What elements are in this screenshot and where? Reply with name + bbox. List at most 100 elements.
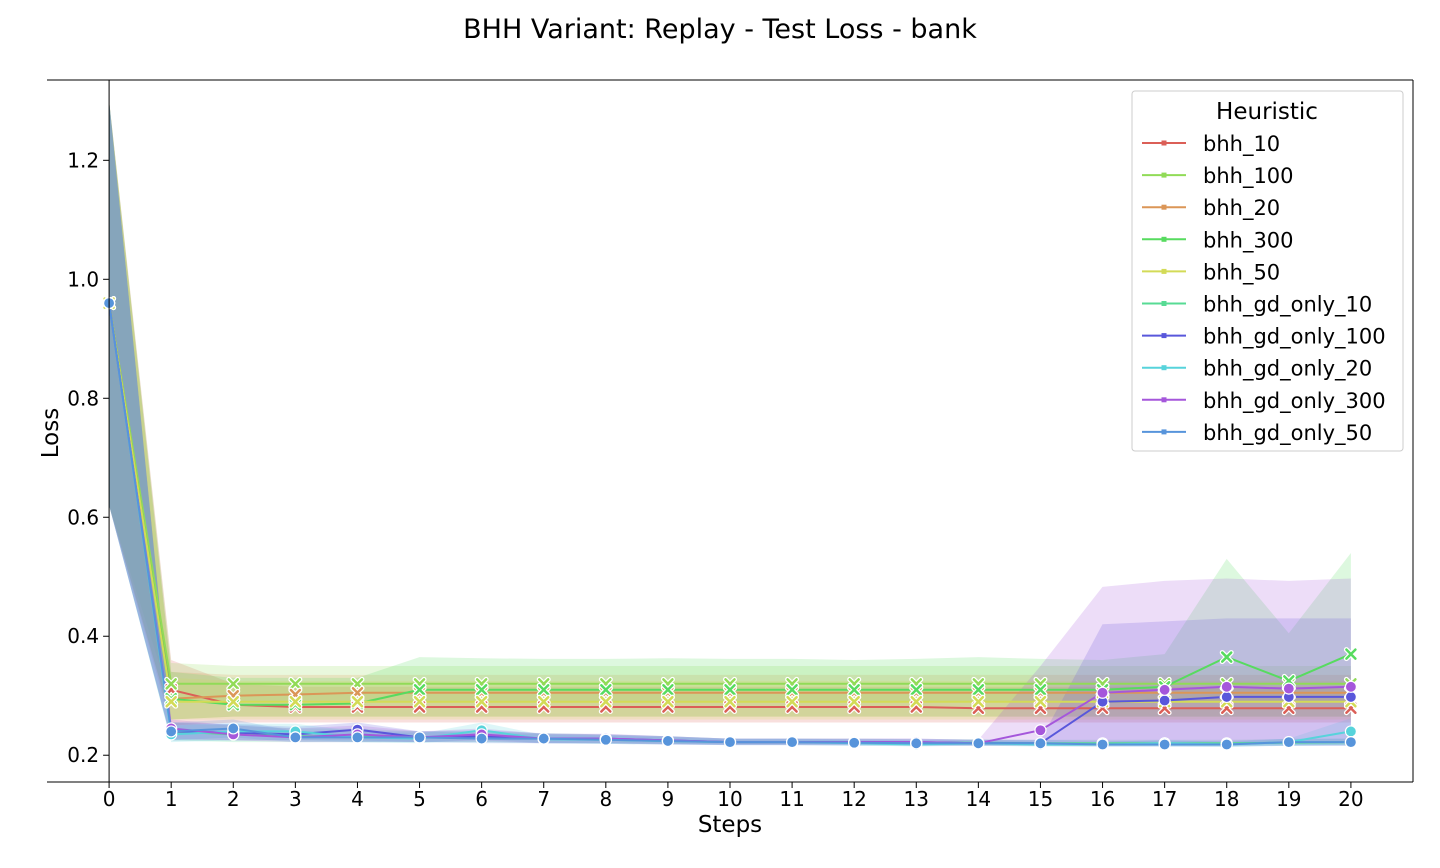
legend-title: Heuristic [1216,99,1318,125]
legend-label: bhh_300 [1203,228,1294,253]
legend-label: bhh_gd_only_20 [1203,357,1372,382]
marker-bhh_300 [910,684,923,696]
marker-bhh_50 [600,695,612,708]
legend-marker-bhh_300 [1161,236,1167,242]
marker-bhh_gd_only_50 [1158,738,1171,751]
x-tick-label: 5 [413,787,426,811]
marker-bhh_gd_only_50 [1282,736,1295,749]
marker-bhh_50 [165,695,177,708]
y-tick-label: 0.2 [67,743,99,767]
x-tick-label: 18 [1214,787,1239,811]
marker-bhh_300 [1034,684,1047,696]
x-tick-label: 9 [662,787,675,811]
marker-bhh_gd_only_50 [1096,738,1109,751]
marker-bhh_gd_only_300 [1034,724,1047,737]
legend-marker-bhh_100 [1161,172,1167,178]
y-tick-label: 0.8 [67,386,99,410]
marker-bhh_gd_only_100 [1344,690,1358,704]
x-tick-label: 8 [599,787,612,811]
marker-bhh_50 [662,695,674,708]
marker-bhh_gd_only_50 [227,722,240,735]
marker-bhh_gd_only_50 [723,736,737,749]
marker-bhh_300 [724,684,736,696]
x-tick-label: 17 [1152,787,1177,811]
legend-label: bhh_100 [1203,164,1294,189]
marker-bhh_gd_only_20 [1344,725,1358,738]
marker-bhh_gd_only_50 [1034,737,1047,750]
marker-bhh_50 [351,695,364,708]
marker-bhh_50 [1034,695,1047,708]
marker-bhh_50 [724,695,736,708]
marker-bhh_300 [475,684,488,696]
x-tick-label: 11 [779,787,804,811]
marker-bhh_gd_only_300 [1096,686,1109,699]
legend-label: bhh_gd_only_300 [1203,389,1386,414]
marker-bhh_300 [1345,648,1357,660]
legend-label: bhh_gd_only_100 [1203,325,1386,350]
legend-marker-bhh_10 [1161,140,1167,146]
marker-bhh_gd_only_50 [289,731,302,744]
marker-bhh_50 [289,695,302,708]
x-tick-label: 16 [1090,787,1115,811]
legend-label: bhh_20 [1203,196,1280,221]
legend-marker-bhh_gd_only_50 [1161,429,1167,435]
legend-label: bhh_gd_only_10 [1203,293,1372,318]
x-tick-label: 6 [475,787,488,811]
marker-bhh_300 [600,684,612,696]
x-tick-label: 7 [537,787,550,811]
series-markers [102,296,1358,751]
legend-marker-bhh_gd_only_100 [1161,333,1167,339]
y-tick-label: 0.6 [67,505,99,529]
marker-bhh_300 [413,684,426,696]
x-tick-label: 12 [841,787,866,811]
marker-bhh_100 [289,678,302,690]
x-tick-label: 15 [1028,787,1053,811]
marker-bhh_gd_only_100 [1220,690,1233,704]
marker-bhh_gd_only_50 [599,733,612,746]
marker-bhh_gd_only_50 [1344,736,1358,749]
marker-bhh_gd_only_300 [1220,680,1233,693]
y-tick-label: 0.4 [67,624,99,648]
marker-bhh_gd_only_50 [972,737,985,750]
marker-bhh_50 [910,695,923,708]
marker-bhh_gd_only_50 [1220,738,1233,751]
marker-bhh_gd_only_300 [1282,682,1295,695]
marker-bhh_gd_only_300 [1344,680,1358,693]
marker-bhh_100 [165,678,177,690]
marker-bhh_gd_only_50 [910,737,923,750]
x-axis-label: Steps [698,812,762,838]
legend: Heuristic bhh_10bhh_100bhh_20bhh_300bhh_… [1131,90,1404,452]
marker-bhh_gd_only_50 [537,732,550,745]
y-tick-label: 1.2 [67,148,99,172]
marker-bhh_gd_only_50 [848,736,861,749]
x-tick-label: 13 [904,787,929,811]
x-tick-label: 20 [1338,787,1363,811]
marker-bhh_gd_only_300 [1158,683,1171,696]
legend-marker-bhh_20 [1161,204,1167,210]
marker-bhh_gd_only_50 [351,731,364,744]
legend-label: bhh_gd_only_50 [1203,421,1372,446]
legend-items: bhh_10 bhh_100 bhh_20 bhh_300 bhh_50 bhh_gd_o… [1142,132,1386,446]
marker-bhh_50 [537,695,550,708]
marker-bhh_gd_only_50 [165,725,178,738]
marker-bhh_300 [786,684,798,696]
x-tick-label: 10 [717,787,742,811]
legend-label: bhh_50 [1203,260,1280,285]
marker-bhh_50 [413,695,426,708]
x-tick-label: 2 [227,787,240,811]
chart-title: BHH Variant: Replay - Test Loss - bank [463,14,977,45]
marker-bhh_300 [662,684,674,696]
marker-bhh_50 [972,695,985,708]
marker-bhh_50 [848,695,860,708]
marker-bhh_300 [972,684,985,696]
legend-marker-bhh_gd_only_300 [1161,397,1167,403]
marker-bhh_gd_only_50 [413,731,426,744]
y-tick-label: 1.0 [67,267,99,291]
legend-marker-bhh_50 [1161,268,1167,274]
x-tick-label: 1 [165,787,178,811]
y-axis-label: Loss [38,408,64,458]
legend-marker-bhh_gd_only_20 [1161,365,1167,371]
marker-bhh_gd_only_50 [475,732,488,745]
marker-bhh_300 [1220,651,1233,663]
